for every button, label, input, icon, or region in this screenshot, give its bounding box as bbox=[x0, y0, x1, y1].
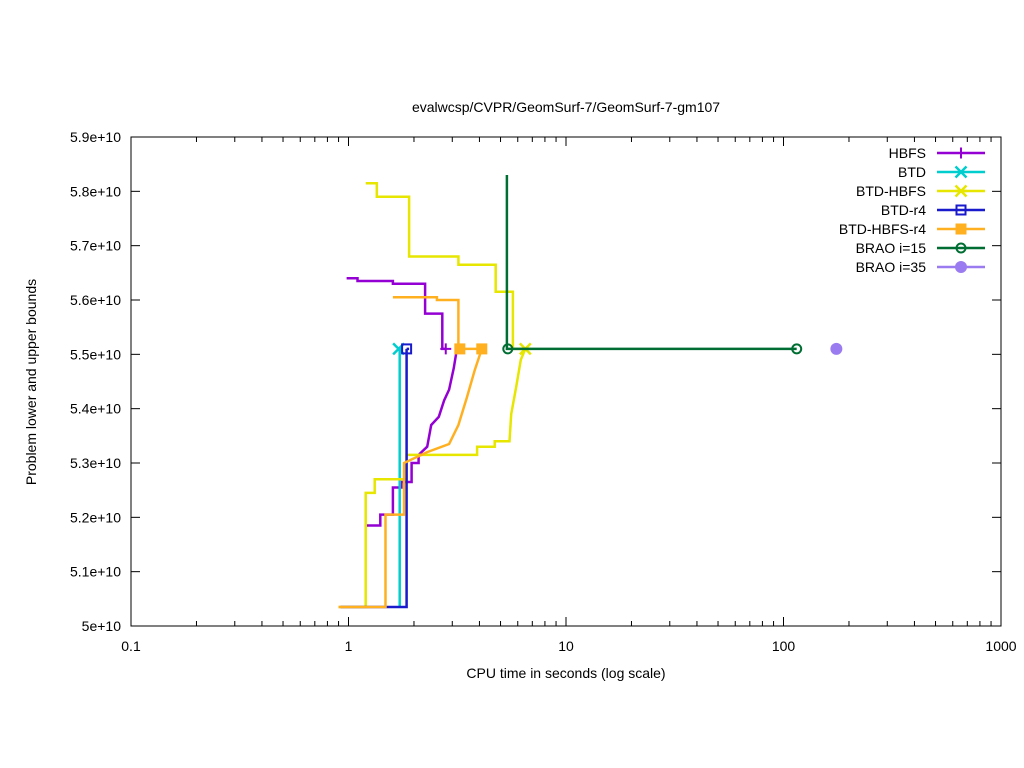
y-tick-label: 5.7e+10 bbox=[70, 238, 121, 254]
x-axis: 0.1 1 10 100 1000 bbox=[121, 137, 1017, 654]
series-line-upper-btd-hbfs bbox=[365, 181, 526, 351]
series-line-upper-btd-hbfs-r4 bbox=[392, 296, 482, 351]
plot-area-border bbox=[130, 136, 1002, 627]
series-point-brao-i-35 bbox=[830, 342, 843, 355]
y-axis-label: Problem lower and upper bounds bbox=[23, 279, 39, 485]
series-line-upper-brao-i-15 bbox=[505, 175, 797, 351]
plot-series bbox=[338, 175, 843, 609]
legend-label-btd-r4: BTD-r4 bbox=[881, 202, 926, 218]
x-tick-label: 1000 bbox=[985, 638, 1016, 654]
y-tick-label: 5.8e+10 bbox=[70, 183, 121, 199]
series-line-lower-btd-r4 bbox=[340, 348, 408, 609]
legend-label-btd-hbfs-r4: BTD-HBFS-r4 bbox=[839, 221, 926, 237]
legend-label-brao-i-15: BRAO i=15 bbox=[856, 240, 927, 256]
legend-marker-brao-i-15 bbox=[955, 242, 967, 254]
y-tick-label: 5.3e+10 bbox=[70, 455, 121, 471]
y-tick-label: 5.2e+10 bbox=[70, 509, 121, 525]
series-point-brao-i-15 bbox=[791, 343, 803, 355]
y-tick-label: 5.9e+10 bbox=[70, 129, 121, 145]
series-brao-i-15 bbox=[502, 175, 803, 355]
x-tick-label: 10 bbox=[558, 638, 574, 654]
series-hbfs bbox=[346, 277, 459, 527]
series-line-upper-hbfs bbox=[346, 277, 446, 351]
chart-title: evalwcsp/CVPR/GeomSurf-7/GeomSurf-7-gm10… bbox=[412, 99, 720, 115]
y-tick-label: 5.6e+10 bbox=[70, 292, 121, 308]
series-btd-hbfs-r4 bbox=[338, 296, 488, 609]
y-tick-label: 5.1e+10 bbox=[70, 564, 121, 580]
y-tick-label: 5.5e+10 bbox=[70, 346, 121, 362]
legend-marker-btd-hbfs-r4 bbox=[955, 223, 967, 235]
series-line-lower-btd-hbfs-r4 bbox=[338, 348, 483, 609]
x-tick-label: 100 bbox=[772, 638, 796, 654]
legend: HBFS BTD BTD-HBFS BTD-r4 BTD-HBFS-r4 BRAO i=1… bbox=[839, 145, 985, 275]
series-line-lower-btd-hbfs bbox=[338, 348, 527, 609]
series-point-btd-r4 bbox=[401, 343, 413, 355]
legend-marker-btd-hbfs bbox=[954, 184, 968, 198]
series-btd bbox=[392, 342, 406, 607]
legend-label-brao-i-35: BRAO i=35 bbox=[856, 259, 927, 275]
legend-label-hbfs: HBFS bbox=[889, 145, 926, 161]
legend-marker-brao-i-35 bbox=[955, 261, 967, 273]
y-tick-label: 5.4e+10 bbox=[70, 401, 121, 417]
legend-marker-hbfs bbox=[955, 147, 967, 159]
series-btd-hbfs bbox=[338, 181, 532, 609]
series-line-lower-hbfs bbox=[365, 348, 459, 527]
x-axis-label: CPU time in seconds (log scale) bbox=[466, 665, 665, 681]
series-point-btd-hbfs-r4 bbox=[476, 343, 488, 355]
legend-label-btd-hbfs: BTD-HBFS bbox=[856, 183, 926, 199]
x-tick-label: 0.1 bbox=[121, 638, 141, 654]
series-point-brao-i-15 bbox=[502, 343, 514, 355]
x-tick-label: 1 bbox=[345, 638, 353, 654]
series-point-hbfs bbox=[440, 343, 452, 355]
legend-label-btd: BTD bbox=[898, 164, 926, 180]
series-brao-i-35 bbox=[830, 342, 843, 355]
legend-marker-btd-r4 bbox=[955, 204, 967, 216]
y-axis: 5e+10 5.1e+10 5.2e+10 5.3e+10 5.4e+10 5.5e+10… bbox=[70, 129, 1001, 634]
series-point-btd-hbfs-r4 bbox=[454, 343, 466, 355]
y-tick-label: 5e+10 bbox=[82, 618, 122, 634]
legend-marker-btd bbox=[954, 165, 968, 179]
